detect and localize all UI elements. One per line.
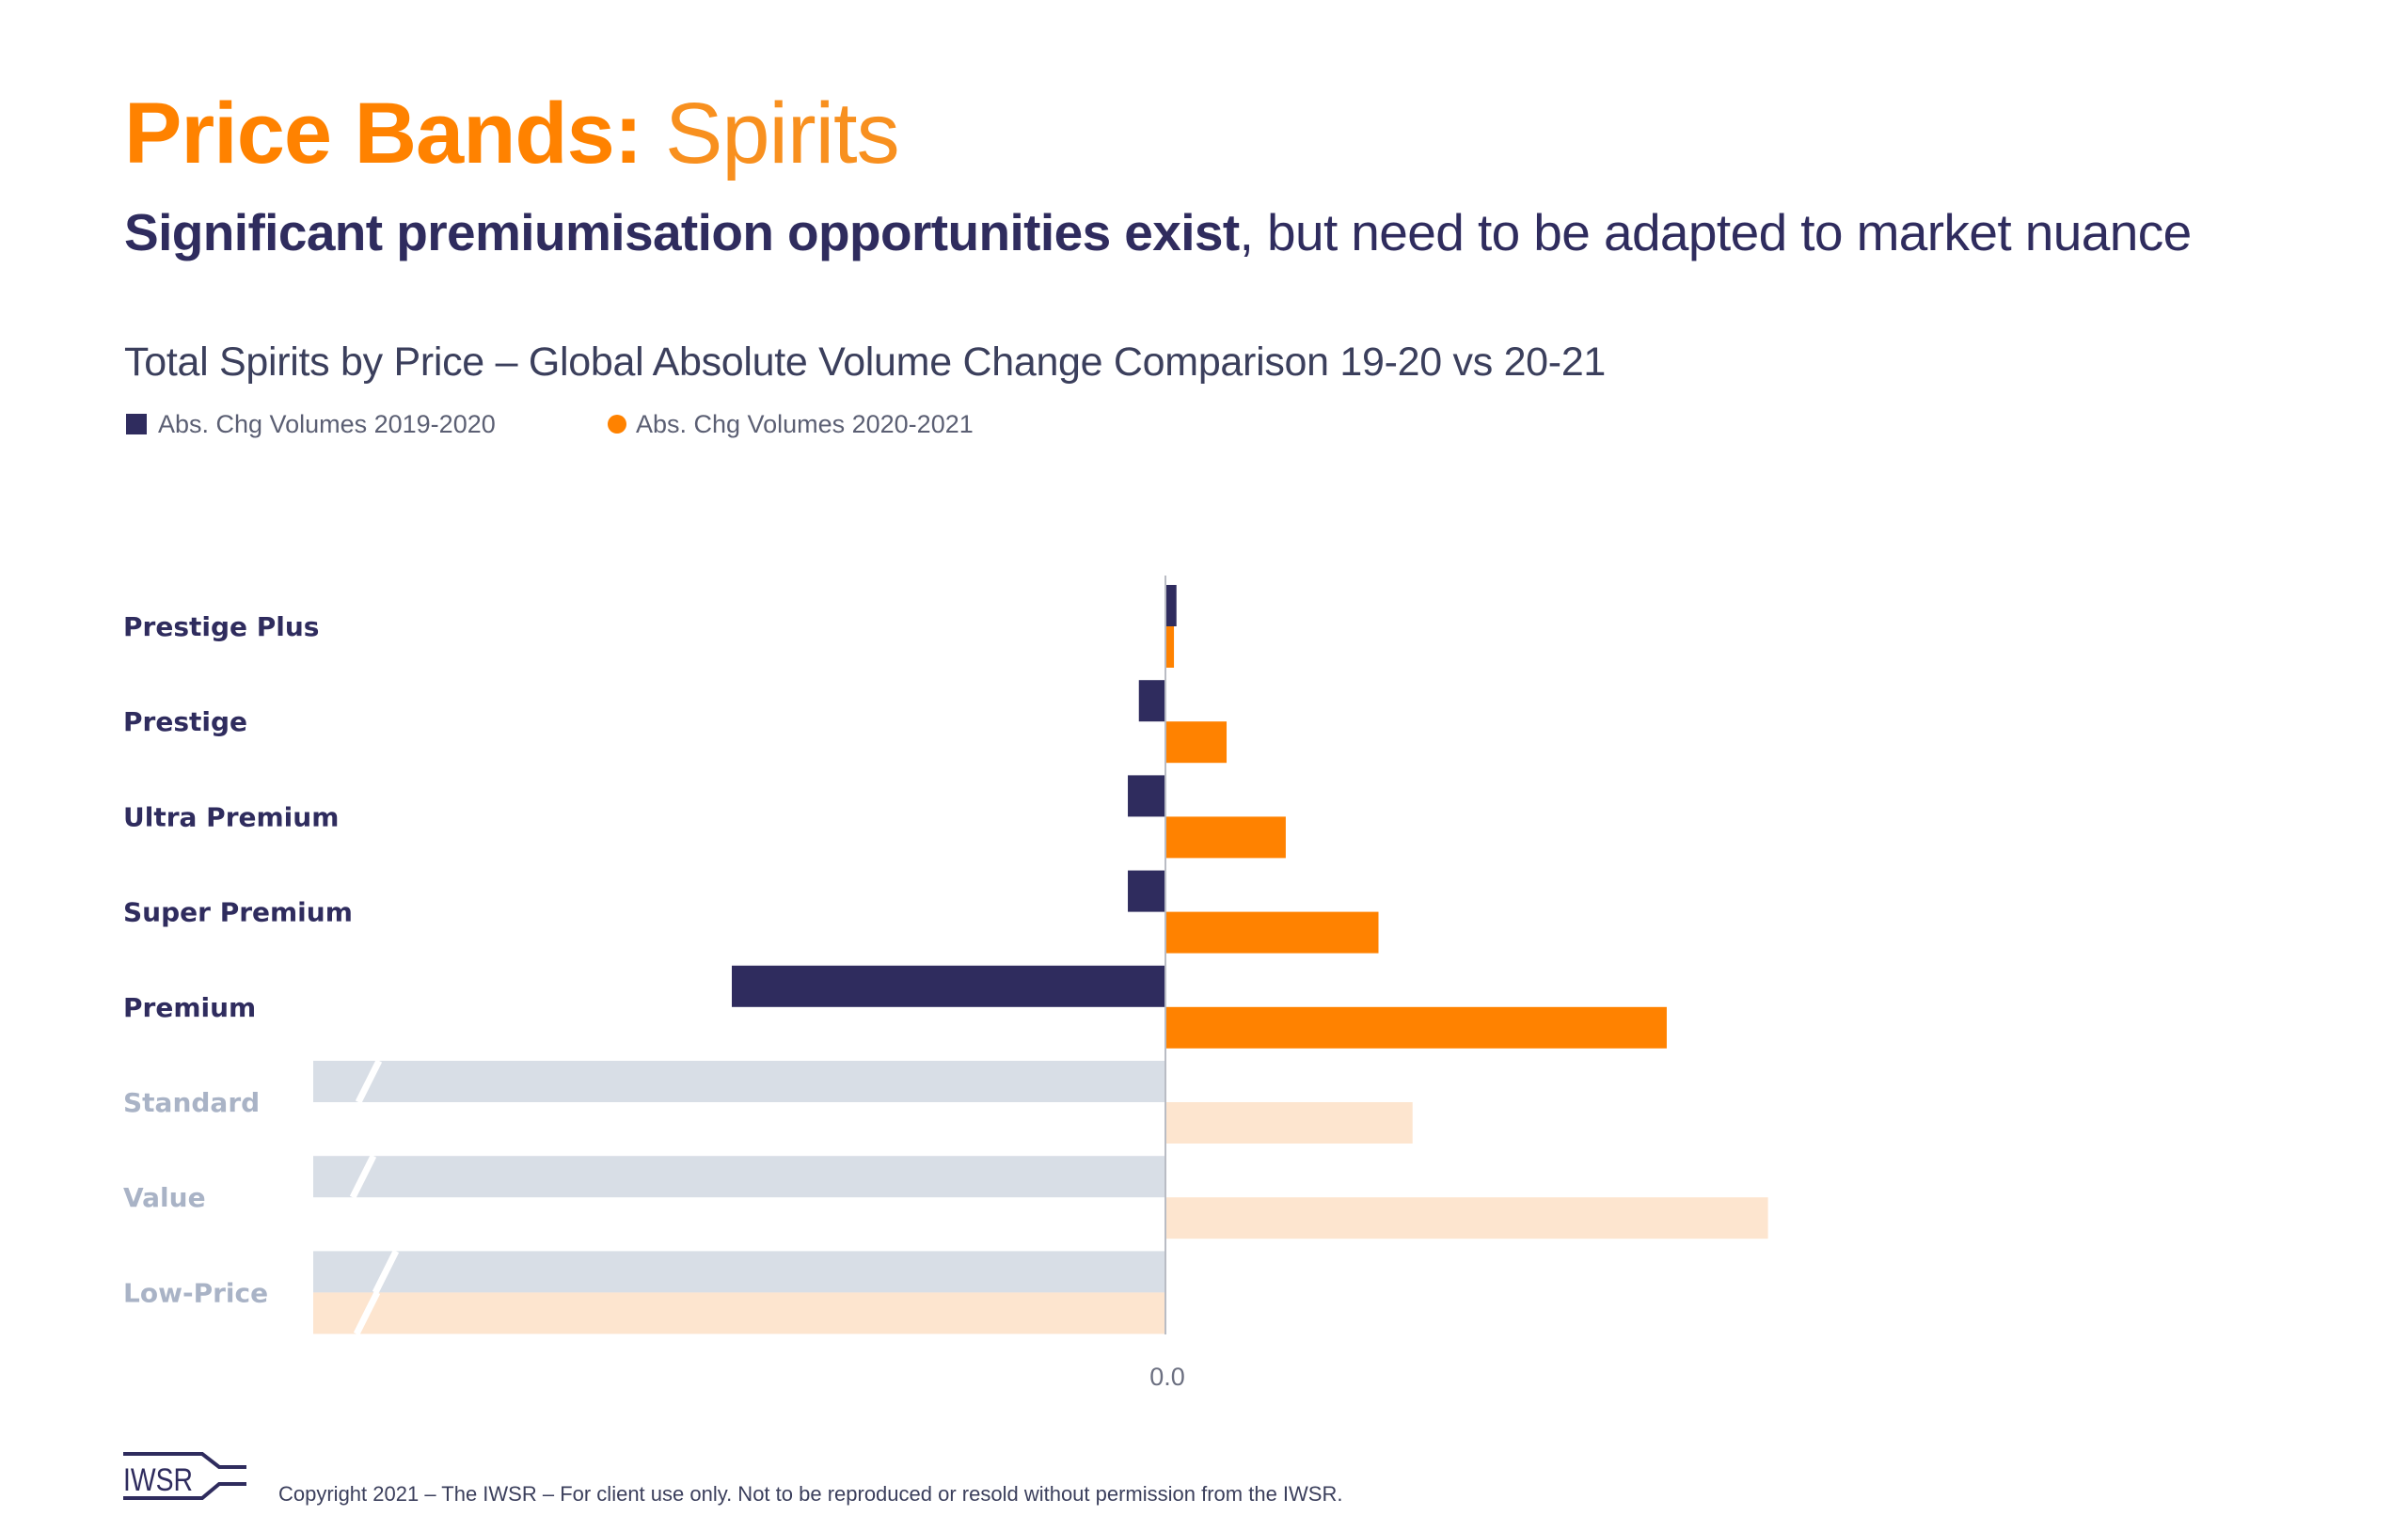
page-title-light: Spirits xyxy=(642,86,900,182)
bar-standard-2019-2020 xyxy=(313,1061,1165,1102)
category-label-prestige-plus: Prestige Plus xyxy=(123,611,319,642)
bar-premium-2020-2021 xyxy=(1165,1006,1667,1049)
category-label-standard: Standard xyxy=(123,1087,260,1118)
chart-title: Total Spirits by Price – Global Absolute… xyxy=(124,339,1607,385)
category-label-value: Value xyxy=(123,1182,206,1213)
bar-prestige-plus-2019-2020 xyxy=(1165,585,1177,626)
headline-regular: , but need to be adapted to market nuanc… xyxy=(1239,203,2193,261)
logo-top-line xyxy=(123,1452,246,1469)
page-title: Price Bands: Spirits xyxy=(124,90,900,177)
category-label-prestige: Prestige xyxy=(123,706,247,737)
legend-label: Abs. Chg Volumes 2020-2021 xyxy=(636,409,974,438)
logo-text: IWSR xyxy=(123,1462,193,1498)
legend-label: Abs. Chg Volumes 2019-2020 xyxy=(158,409,496,438)
axis-break-mark xyxy=(372,1249,400,1294)
headline: Significant premiumisation opportunities… xyxy=(124,207,2192,259)
bar-super-premium-2020-2021 xyxy=(1165,911,1379,954)
bar-standard-2020-2021 xyxy=(1165,1102,1413,1144)
legend-circle-icon xyxy=(608,415,626,434)
category-label-super-premium: Super Premium xyxy=(123,897,353,928)
axis-breaks-layer xyxy=(349,1059,400,1335)
copyright-text: Copyright 2021 – The IWSR – For client u… xyxy=(278,1482,1343,1506)
bar-ultra-premium-2020-2021 xyxy=(1165,816,1286,859)
page-title-bold: Price Bands: xyxy=(124,86,642,182)
axis-break-mark xyxy=(349,1154,377,1199)
bars-layer xyxy=(313,585,1768,1334)
bar-prestige-2020-2021 xyxy=(1165,721,1228,764)
bar-prestige-plus-2020-2021 xyxy=(1165,626,1175,668)
headline-bold: Significant premiumisation opportunities… xyxy=(124,203,1240,261)
category-label-low-price: Low-Price xyxy=(123,1277,268,1308)
bar-premium-2019-2020 xyxy=(732,965,1165,1007)
category-label-ultra-premium: Ultra Premium xyxy=(123,801,339,832)
bar-super-premium-2019-2020 xyxy=(1128,870,1165,912)
bar-ultra-premium-2019-2020 xyxy=(1128,775,1165,817)
bar-value-2019-2020 xyxy=(313,1156,1165,1198)
bar-low-price-2020-2021 xyxy=(313,1292,1165,1334)
iwsr-logo: IWSR xyxy=(123,1452,246,1500)
bar-prestige-2019-2020 xyxy=(1138,680,1165,722)
legend-item-2019-2020: Abs. Chg Volumes 2019-2020 xyxy=(126,410,496,438)
axis-break-mark xyxy=(353,1290,381,1335)
logo-bottom-line xyxy=(123,1482,246,1500)
legend-item-2020-2021: Abs. Chg Volumes 2020-2021 xyxy=(608,410,974,438)
x-tick-label: 0.0 xyxy=(1149,1363,1185,1391)
bar-value-2020-2021 xyxy=(1165,1197,1768,1239)
axis-break-mark xyxy=(355,1059,383,1104)
category-label-premium: Premium xyxy=(123,992,256,1023)
legend-square-icon xyxy=(126,414,147,434)
category-labels-layer: Prestige Plus Prestige Ultra Premium Super … xyxy=(123,611,353,1308)
bar-low-price-2019-2020 xyxy=(313,1251,1165,1293)
